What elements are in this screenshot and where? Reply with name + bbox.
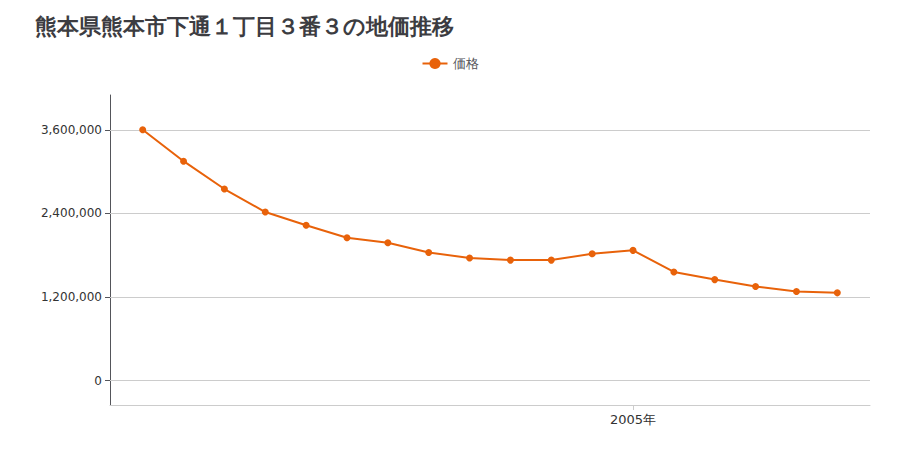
svg-text:1,200,000: 1,200,000 <box>41 290 102 304</box>
svg-text:熊本県熊本市下通１丁目３番３の地価推移: 熊本県熊本市下通１丁目３番３の地価推移 <box>35 14 454 39</box>
svg-text:0: 0 <box>94 374 102 388</box>
svg-text:価格: 価格 <box>453 56 479 71</box>
svg-text:2,400,000: 2,400,000 <box>41 206 102 220</box>
svg-text:2005年: 2005年 <box>610 412 656 427</box>
svg-text:3,600,000: 3,600,000 <box>41 123 102 137</box>
